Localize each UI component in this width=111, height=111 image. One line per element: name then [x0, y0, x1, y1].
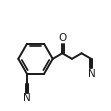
Text: N: N	[23, 93, 31, 103]
Text: O: O	[58, 33, 67, 43]
Text: N: N	[88, 69, 95, 79]
